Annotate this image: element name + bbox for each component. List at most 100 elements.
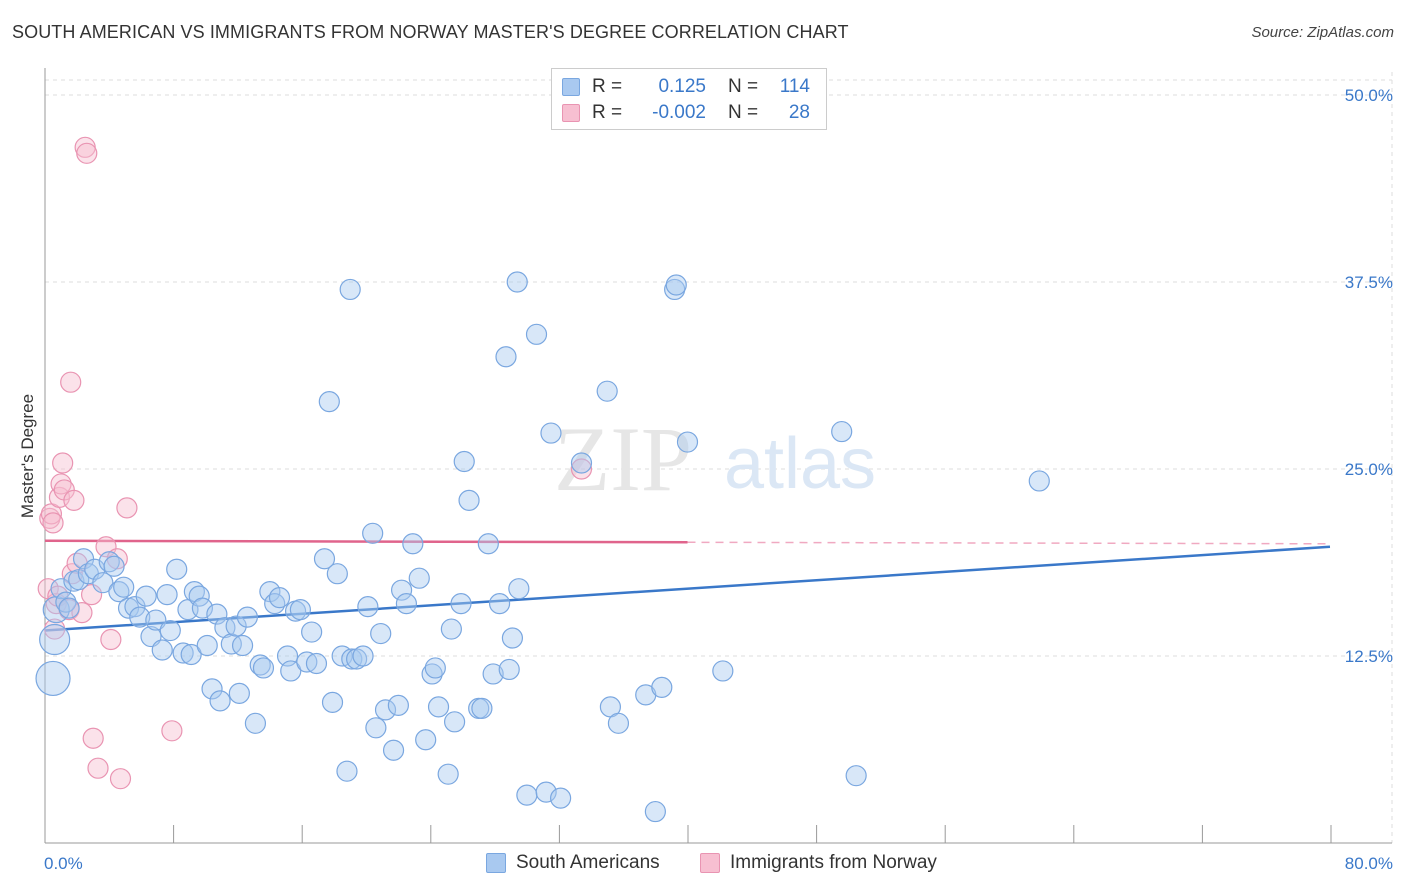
south-american-point <box>39 623 71 656</box>
south-american-point <box>427 696 450 718</box>
norway-point <box>109 768 132 790</box>
norway-point <box>61 563 83 585</box>
south-american-point <box>58 597 80 619</box>
correlation-stats-box: R = 0.125 N = 114 R = -0.002 N = 28 <box>551 68 827 130</box>
south-american-point <box>471 697 493 719</box>
south-american-point <box>352 645 374 667</box>
south-american-point <box>570 452 593 474</box>
south-american-point <box>313 548 336 570</box>
south-american-point <box>402 533 424 555</box>
n-value: 28 <box>788 102 810 123</box>
south-american-point <box>498 658 520 681</box>
south-american-point <box>129 606 151 628</box>
south-american-point <box>196 634 218 657</box>
norway-swatch <box>562 104 580 122</box>
south-american-point <box>440 618 462 640</box>
data-points <box>35 136 1050 823</box>
norway-point <box>100 628 122 651</box>
south-american-point <box>209 690 231 712</box>
norway-point <box>60 371 82 393</box>
south-american-point <box>831 420 853 443</box>
south-american-point <box>166 558 188 580</box>
south-american-point <box>424 657 446 679</box>
y-tick-label: 50.0% <box>1345 86 1393 105</box>
south-americans-swatch <box>562 78 580 96</box>
south-american-point <box>305 652 328 675</box>
legend-label: South Americans <box>516 852 660 873</box>
south-american-point <box>495 346 517 368</box>
south-american-point <box>508 578 530 600</box>
n-label: N = <box>728 102 759 123</box>
south-american-point <box>321 691 344 713</box>
south-american-point <box>225 615 247 637</box>
legend-item-south-americans[interactable]: South Americans <box>486 852 660 874</box>
south-american-point <box>382 739 405 761</box>
south-american-point <box>525 323 548 345</box>
south-american-point <box>665 274 687 296</box>
norway-point <box>50 473 72 495</box>
south-american-point <box>172 642 194 664</box>
south-american-point <box>231 634 254 657</box>
stats-row-norway: R = -0.002 N = 28 <box>562 101 810 125</box>
south-american-point <box>180 643 202 666</box>
y-tick-label: 25.0% <box>1345 460 1393 479</box>
south-american-point <box>135 585 157 607</box>
south-american-point <box>390 579 413 601</box>
tick-labels: 12.5% 25.0% 37.5% 50.0% 0.0% 80.0% <box>44 86 1393 873</box>
south-american-point <box>387 694 409 716</box>
south-american-point <box>326 563 348 585</box>
south-american-point <box>318 391 340 413</box>
south-american-point <box>607 712 630 734</box>
south-american-point <box>712 660 734 682</box>
norway-point <box>42 512 64 534</box>
south-american-point <box>365 717 387 739</box>
norway-point <box>80 584 103 606</box>
south-american-point <box>437 763 459 785</box>
south-american-point <box>50 578 72 600</box>
south-american-point <box>145 609 167 631</box>
norway-point <box>76 142 98 164</box>
south-americans-trend-line <box>44 545 1331 632</box>
south-american-point <box>336 760 358 782</box>
norway-point <box>82 727 104 749</box>
norway-point <box>63 489 85 511</box>
south-american-point <box>1028 470 1050 492</box>
chart-source: Source: ZipAtlas.com <box>1251 24 1394 41</box>
south-american-point <box>159 619 181 642</box>
south-american-point <box>540 422 562 444</box>
south-american-point <box>482 663 504 685</box>
south-american-point <box>374 699 397 721</box>
south-american-point <box>156 584 178 606</box>
norway-swatch <box>700 853 720 873</box>
south-american-point <box>596 380 618 402</box>
south-american-point <box>151 639 173 661</box>
chart-title: SOUTH AMERICAN VS IMMIGRANTS FROM NORWAY… <box>12 22 849 42</box>
south-american-point <box>268 587 291 609</box>
y-tick-label: 12.5% <box>1345 647 1393 666</box>
x-tick-label-max: 80.0% <box>1345 854 1393 873</box>
south-american-point <box>35 660 71 697</box>
gridlines <box>45 72 1393 843</box>
y-axis-label: Master's Degree <box>18 394 37 518</box>
south-american-point <box>339 278 361 301</box>
r-value: -0.002 <box>652 102 706 123</box>
south-american-point <box>220 633 242 655</box>
south-american-point <box>450 593 472 615</box>
watermark-zip: ZIP <box>554 408 692 510</box>
chart-legend: South Americans Immigrants from Norway <box>0 852 1406 878</box>
south-american-point <box>395 593 418 615</box>
south-american-point <box>370 622 392 645</box>
south-american-point <box>301 621 323 643</box>
south-american-point <box>488 593 511 615</box>
norway-point <box>87 757 109 779</box>
norway-point <box>161 720 183 742</box>
norway-point <box>116 497 138 519</box>
south-americans-swatch <box>486 853 506 873</box>
south-american-point <box>92 572 114 594</box>
south-american-point <box>280 660 302 682</box>
south-american-point <box>188 585 210 607</box>
legend-item-norway[interactable]: Immigrants from Norway <box>700 852 937 874</box>
south-american-point <box>415 729 437 751</box>
south-american-point <box>443 711 466 733</box>
